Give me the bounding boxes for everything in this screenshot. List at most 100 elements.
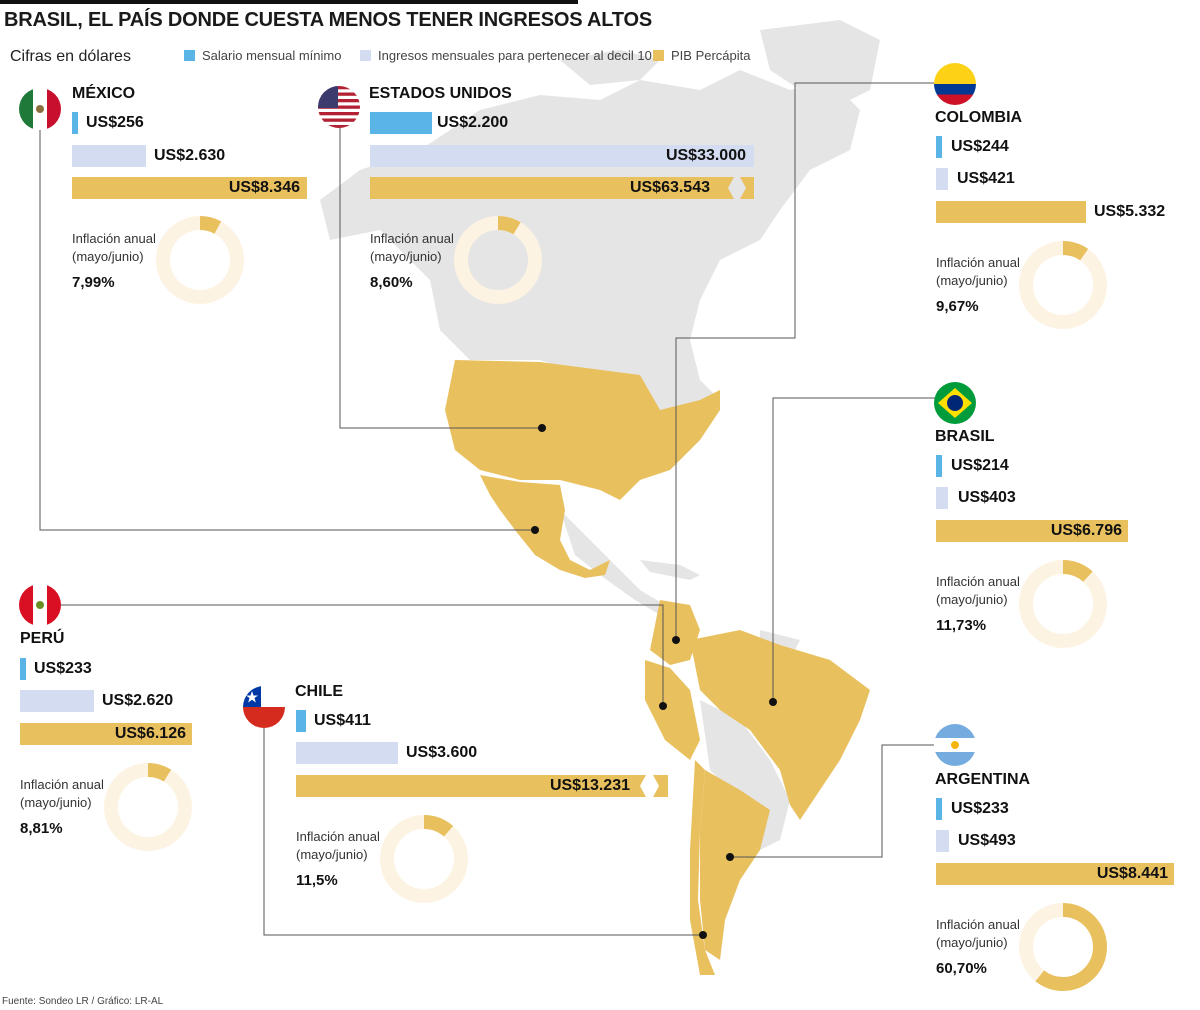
country-name-argentina: ARGENTINA xyxy=(935,771,1031,788)
inflation-label-line1: Inflación anual xyxy=(296,829,380,844)
country-name-colombia: COLOMBIA xyxy=(935,109,1023,126)
value-pib-usa: US$63.543 xyxy=(629,179,710,196)
legend-item-decil-10: Ingresos mensuales para pertenecer al de… xyxy=(360,48,652,63)
donut-track xyxy=(1019,560,1107,648)
map-dot-colombia xyxy=(672,636,680,644)
inflation-value-chile: 11,5% xyxy=(296,872,338,889)
legend-swatch xyxy=(360,50,371,61)
country-name-mexico: MÉXICO xyxy=(72,85,136,102)
value-decil10-chile: US$3.600 xyxy=(406,744,478,761)
bar-decil10-argentina xyxy=(936,830,949,852)
bar-salario-min-argentina xyxy=(936,798,942,820)
map-dot-usa xyxy=(538,424,546,432)
donut-track xyxy=(1019,241,1107,329)
value-salario-min-argentina: US$233 xyxy=(951,800,1009,817)
value-salario-min-brasil: US$214 xyxy=(951,457,1009,474)
peru-flag-icon xyxy=(19,584,61,626)
value-decil10-mexico: US$2.630 xyxy=(154,147,226,164)
value-salario-min-chile: US$411 xyxy=(314,712,371,729)
brasil-flag-icon xyxy=(934,382,976,424)
bar-salario-min-brasil xyxy=(936,455,942,477)
inflation-label-brasil: Inflación anual (mayo/junio) xyxy=(936,573,1020,609)
inflation-donut-peru xyxy=(104,763,192,851)
value-decil10-brasil: US$403 xyxy=(958,489,1016,506)
country-name-usa: ESTADOS UNIDOS xyxy=(369,85,512,102)
value-salario-min-usa: US$2.200 xyxy=(437,114,509,131)
bar-salario-min-chile xyxy=(296,710,306,732)
inflation-value-brasil: 11,73% xyxy=(936,617,987,634)
value-salario-min-colombia: US$244 xyxy=(951,138,1009,155)
donut-track xyxy=(156,216,244,304)
colombia-flag-icon xyxy=(934,63,976,105)
inflation-label-line1: Inflación anual xyxy=(72,231,156,246)
legend-item-pib: PIB Percápita xyxy=(653,48,751,63)
map-dot-peru xyxy=(659,702,667,710)
connector-mexico xyxy=(39,110,535,531)
inflation-label-chile: Inflación anual (mayo/junio) xyxy=(296,828,380,864)
bar-pib-colombia xyxy=(936,201,1086,223)
bar-pib-argentina xyxy=(936,863,1174,885)
source-note: Fuente: Sondeo LR / Gráfico: LR-AL xyxy=(2,996,164,1007)
legend-label: Salario mensual mínimo xyxy=(202,48,342,63)
chart-title: BRASIL, EL PAÍS DONDE CUESTA MENOS TENER… xyxy=(4,9,652,31)
inflation-label-line1: Inflación anual xyxy=(20,777,104,792)
inflation-value-usa: 8,60% xyxy=(370,274,413,291)
inflation-donut-mexico xyxy=(156,216,244,304)
bar-pib-mexico xyxy=(72,177,307,199)
value-salario-min-mexico: US$256 xyxy=(86,114,144,131)
bar-decil10-brasil xyxy=(936,487,948,509)
legend-label: PIB Percápita xyxy=(671,48,751,63)
donut-arc-chile xyxy=(380,815,468,903)
value-pib-peru: US$6.126 xyxy=(114,725,186,742)
value-pib-mexico: US$8.346 xyxy=(228,179,300,196)
inflation-label-line1: Inflación anual xyxy=(936,917,1020,932)
bar-decil10-colombia xyxy=(936,168,948,190)
donut-track xyxy=(104,763,192,851)
inflation-value-mexico: 7,99% xyxy=(72,274,115,291)
connector-usa xyxy=(339,120,542,429)
value-decil10-colombia: US$421 xyxy=(957,170,1015,187)
map-chile xyxy=(690,760,715,975)
bar-decil10-usa xyxy=(370,145,754,167)
inflation-label-argentina: Inflación anual (mayo/junio) xyxy=(936,916,1020,952)
value-pib-chile: US$13.231 xyxy=(549,777,630,794)
connector-argentina xyxy=(730,744,935,858)
legend-swatch xyxy=(184,50,195,61)
map-argentina xyxy=(700,770,770,960)
donut-arc-usa xyxy=(454,216,542,304)
donut-track xyxy=(380,815,468,903)
chart-subtitle: Cifras en dólares xyxy=(10,48,131,65)
usa-flag-icon xyxy=(318,86,360,128)
connector-peru xyxy=(60,604,664,706)
map-central-america xyxy=(560,510,665,615)
mexico-flag-icon xyxy=(19,88,61,130)
map-usa xyxy=(445,360,720,500)
country-name-chile: CHILE xyxy=(295,683,343,700)
value-pib-argentina: US$8.441 xyxy=(1096,865,1168,882)
inflation-donut-argentina xyxy=(1019,903,1107,991)
inflation-label-line2: (mayo/junio) xyxy=(370,249,442,264)
bar-decil10-mexico xyxy=(72,145,146,167)
chile-flag-icon xyxy=(243,686,285,728)
inflation-label-peru: Inflación anual (mayo/junio) xyxy=(20,776,104,812)
inflation-label-line2: (mayo/junio) xyxy=(936,592,1008,607)
bar-salario-min-mexico xyxy=(72,112,78,134)
connector-colombia xyxy=(675,82,935,640)
inflation-donut-colombia xyxy=(1019,241,1107,329)
bar-pib-peru xyxy=(20,723,192,745)
bar-salario-min-peru xyxy=(20,658,26,680)
inflation-label-line1: Inflación anual xyxy=(936,574,1020,589)
bar-salario-min-colombia xyxy=(936,136,942,158)
inflation-label-line2: (mayo/junio) xyxy=(936,935,1008,950)
value-decil10-peru: US$2.620 xyxy=(102,692,174,709)
inflation-label-line1: Inflación anual xyxy=(936,255,1020,270)
inflation-value-colombia: 9,67% xyxy=(936,298,979,315)
inflation-label-line1: Inflación anual xyxy=(370,231,454,246)
country-name-peru: PERÚ xyxy=(20,630,65,647)
donut-arc-brasil xyxy=(1019,560,1107,648)
legend-label: Ingresos mensuales para pertenecer al de… xyxy=(378,48,652,63)
map-mexico xyxy=(480,475,610,578)
map-brazil xyxy=(690,630,870,820)
title-rule xyxy=(0,0,578,4)
